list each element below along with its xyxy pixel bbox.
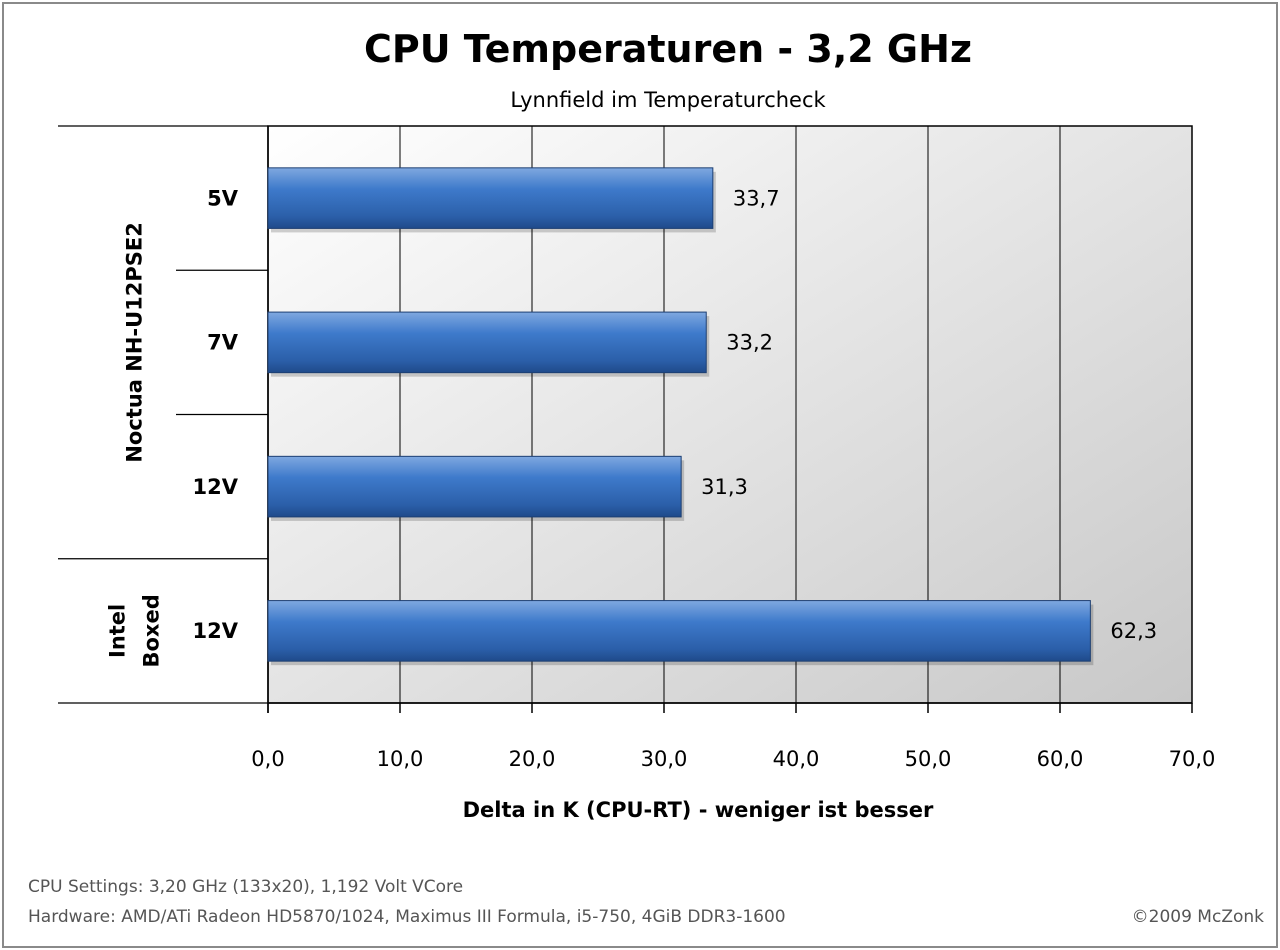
chart-subtitle: Lynnfield im Temperaturcheck: [510, 88, 826, 112]
x-tick-label: 10,0: [377, 747, 424, 771]
bar: [267, 600, 1091, 662]
bars: [267, 167, 1094, 666]
category-label: 7V: [207, 331, 239, 355]
bar: [267, 455, 682, 518]
x-tick-label: 0,0: [251, 747, 284, 771]
data-label: 33,7: [733, 186, 780, 210]
category-label: 5V: [207, 186, 239, 210]
data-label: 33,2: [726, 331, 773, 355]
footer-copyright: ©2009 McZonk: [1131, 907, 1264, 927]
labels: 0,0 10,0 20,0 30,0 40,0 50,0 60,0 70,0 Noctua NH…: [105, 186, 1215, 771]
category-label: 12V: [193, 475, 239, 499]
footer-settings: CPU Settings: 3,20 GHz (133x20), 1,192 V…: [28, 877, 464, 897]
bar: [267, 167, 714, 229]
bar: [267, 311, 707, 374]
x-tick-label: 50,0: [905, 747, 952, 771]
group-label: Noctua NH-U12PSE2: [122, 222, 146, 463]
group-label: Intel: [105, 604, 129, 658]
x-axis-label: Delta in K (CPU-RT) - weniger ist besser: [463, 798, 934, 822]
x-tick-label: 70,0: [1169, 747, 1216, 771]
category-label: 12V: [193, 619, 239, 643]
data-label: 62,3: [1110, 619, 1157, 643]
footer-hardware: Hardware: AMD/ATi Radeon HD5870/1024, Ma…: [28, 907, 786, 927]
x-tick-label: 60,0: [1037, 747, 1084, 771]
chart-title: CPU Temperaturen - 3,2 GHz: [364, 27, 972, 71]
x-tick-label: 40,0: [773, 747, 820, 771]
x-tick-label: 20,0: [509, 747, 556, 771]
data-label: 31,3: [701, 475, 748, 499]
group-label: Boxed: [139, 594, 163, 667]
x-tick-label: 30,0: [641, 747, 688, 771]
